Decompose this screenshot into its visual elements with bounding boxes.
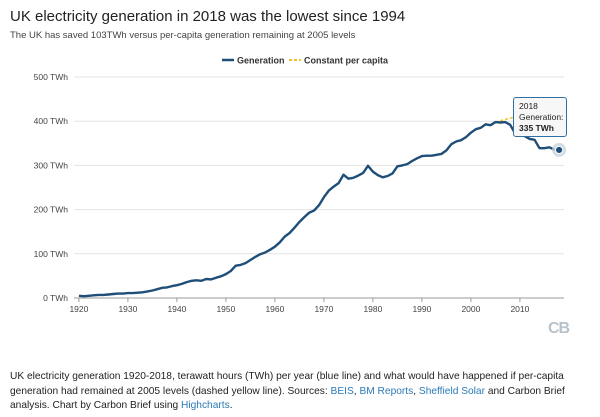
chart-subtitle: The UK has saved 103TWh versus per-capit… [10, 30, 356, 41]
tooltip-value: 335 TWh [519, 123, 554, 133]
legend[interactable]: Generation Constant per capita [222, 56, 389, 66]
x-tick-label: 1970 [314, 304, 333, 314]
legend-generation-label[interactable]: Generation [237, 56, 285, 66]
x-tick-label: 1960 [265, 304, 284, 314]
y-tick-label: 500 TWh [34, 72, 69, 82]
y-axis-ticks: 0 TWh 100 TWh 200 TWh 300 TWh 400 TWh 500 TWh [34, 72, 69, 303]
carbon-brief-logo: CB [548, 320, 570, 337]
y-tick-label: 300 TWh [34, 160, 69, 170]
x-tick-label: 1930 [118, 304, 137, 314]
x-tick-label: 1980 [363, 304, 382, 314]
chart-title: UK electricity generation in 2018 was th… [10, 8, 406, 25]
x-tick-label: 1920 [69, 304, 88, 314]
generation-point-2018[interactable] [555, 145, 564, 155]
caption-text-2: and Carbon Brief analysis. Chart by Carb… [10, 385, 565, 412]
y-tick-label: 100 TWh [34, 249, 69, 259]
caption-link-sheffield-solar[interactable]: Sheffield Solar [418, 385, 485, 397]
x-tick-label: 1990 [412, 304, 431, 314]
caption-link-highcharts[interactable]: Highcharts [181, 400, 230, 411]
tooltip-label: Generation: [519, 112, 564, 122]
caption-text-1: UK electricity generation 1920-2018, ter… [10, 371, 564, 397]
caption-link-bm-reports[interactable]: BM Reports [359, 385, 414, 397]
caption-text-3: . [229, 400, 233, 411]
legend-constant-label[interactable]: Constant per capita [304, 56, 389, 66]
y-tick-label: 200 TWh [34, 205, 69, 215]
caption-link-beis[interactable]: BEIS [330, 385, 354, 397]
tooltip-year: 2018 [519, 101, 538, 111]
series-lines [78, 104, 567, 298]
x-tick-label: 2000 [461, 304, 480, 314]
y-tick-label: 400 TWh [34, 116, 69, 126]
x-tick-label: 1940 [167, 304, 186, 314]
caption-sep-2: , [413, 385, 419, 397]
x-axis-ticks: 1920 1930 1940 1950 1960 1970 1980 1990 2000 2010 [69, 298, 530, 314]
grid-lines [74, 76, 564, 299]
chart-area: 0 TWh 100 TWh 200 TWh 300 TWh 400 TWh 500 TWh… [34, 56, 567, 314]
figure-caption: UK electricity generation 1920-2018, ter… [10, 370, 595, 414]
caption-sep-1: , [353, 385, 360, 397]
x-tick-label: 1950 [216, 304, 235, 314]
y-tick-label: 0 TWh [43, 293, 68, 303]
generation-line[interactable] [78, 120, 560, 298]
tooltip: 2018 Generation: 335 TWh [513, 97, 567, 137]
x-tick-label: 2010 [510, 304, 529, 314]
